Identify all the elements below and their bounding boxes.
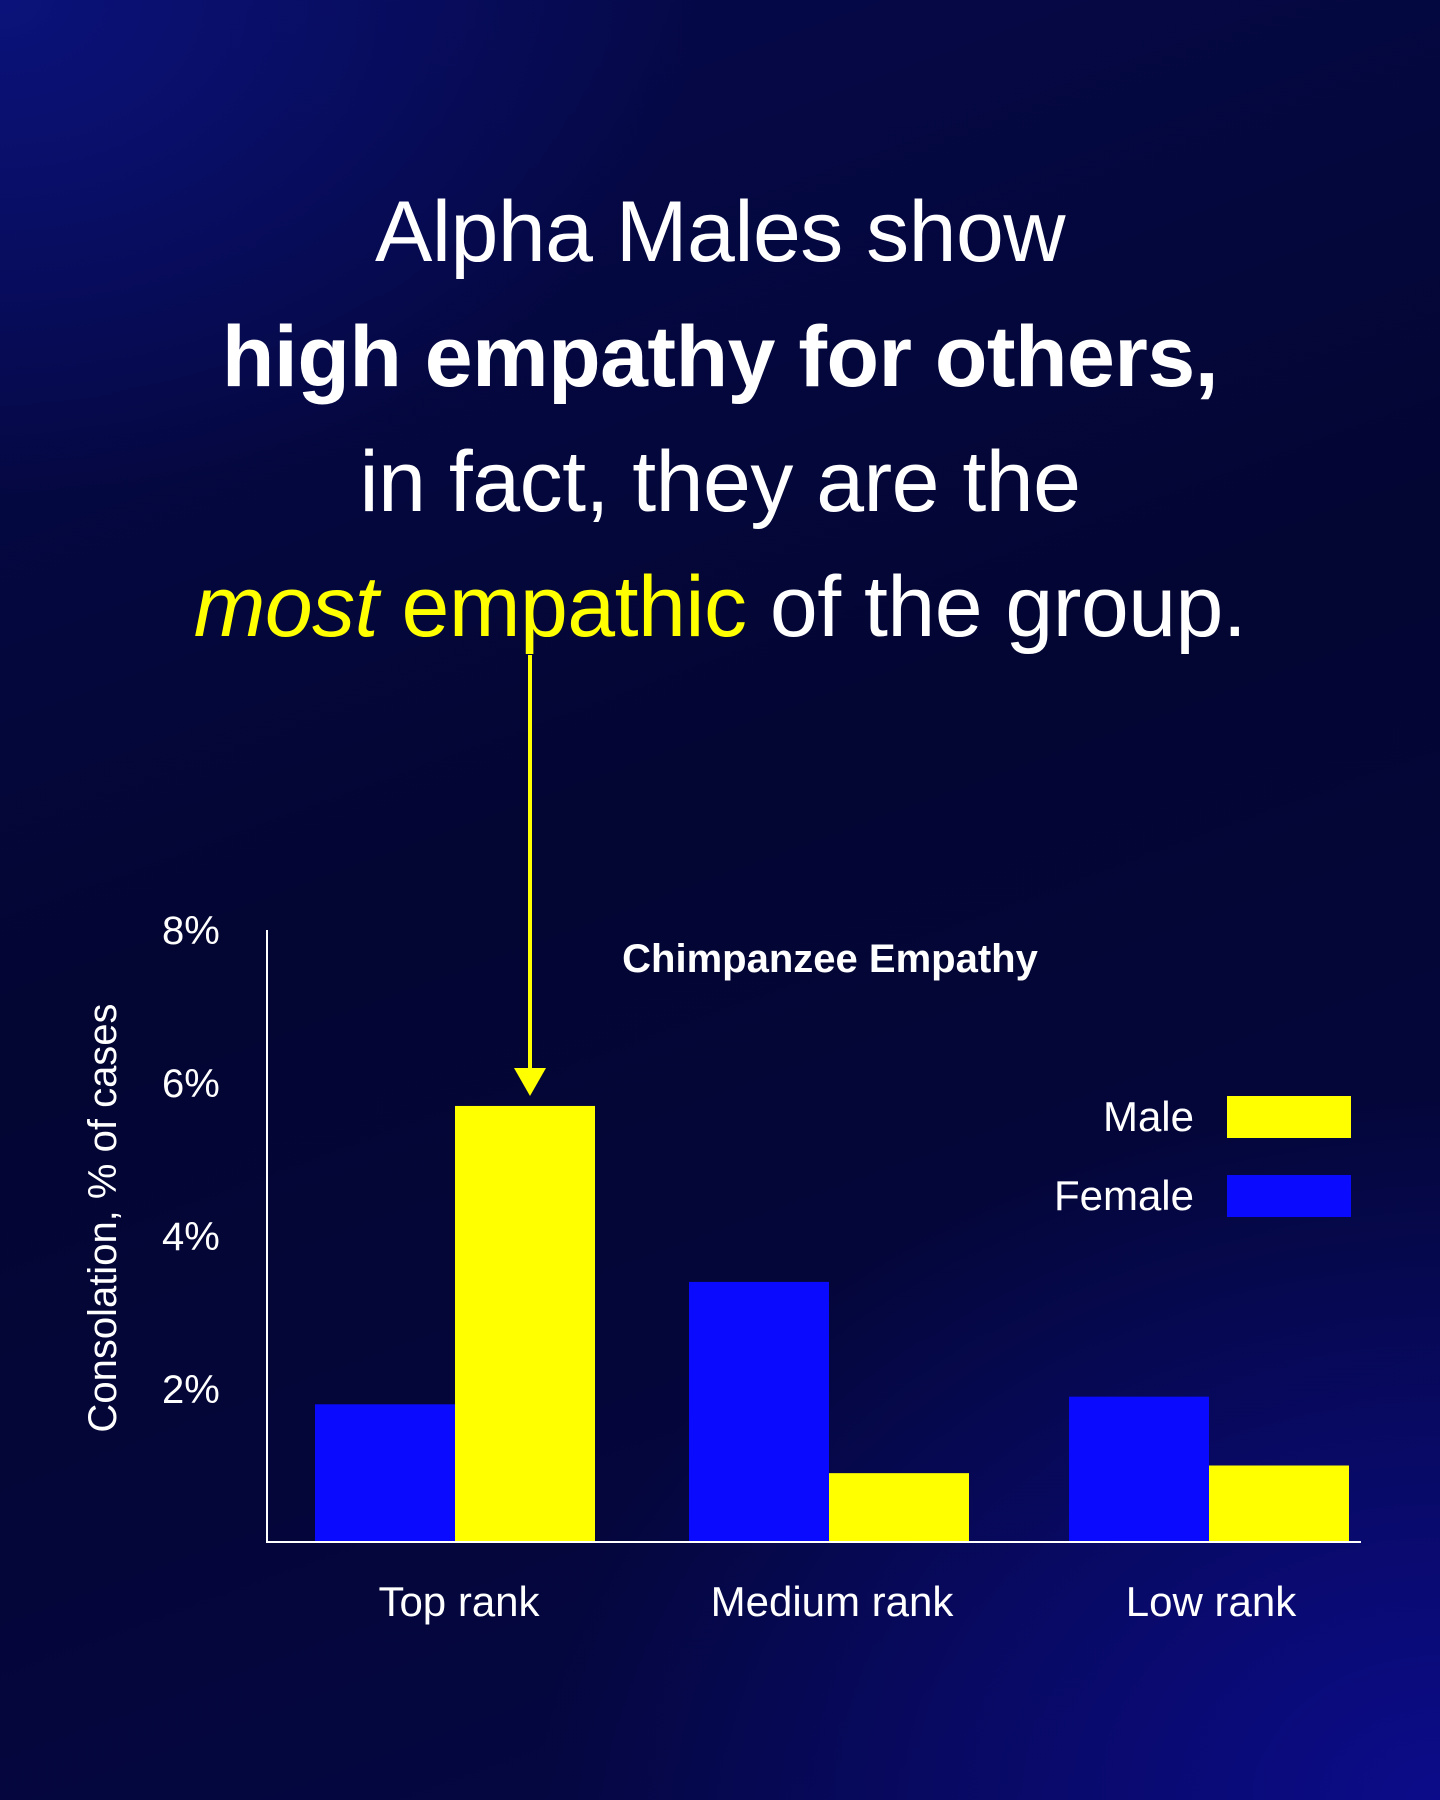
x-tick-labels: Top rank Medium rank Low rank bbox=[378, 1578, 1297, 1625]
legend-swatch-female bbox=[1227, 1175, 1351, 1217]
headline: Alpha Males show high empathy for others… bbox=[0, 170, 1440, 670]
annotation-arrow-head bbox=[514, 1068, 546, 1096]
legend-swatch-male bbox=[1227, 1096, 1351, 1138]
bar-male-top-rank bbox=[455, 1105, 595, 1542]
headline-accent: most empathic bbox=[194, 559, 747, 655]
headline-line-1: Alpha Males show bbox=[375, 184, 1065, 280]
x-tick-label: Top rank bbox=[378, 1578, 540, 1625]
chart-title: Chimpanzee Empathy bbox=[622, 937, 1038, 981]
headline-line-3: in fact, they are the bbox=[359, 434, 1081, 530]
headline-line-4: most empathic of the group. bbox=[0, 545, 1440, 670]
bar-female-low-rank bbox=[1069, 1396, 1209, 1542]
y-tick-label: 6% bbox=[162, 1062, 220, 1106]
y-tick-label: 4% bbox=[162, 1215, 220, 1259]
x-tick-label: Medium rank bbox=[711, 1578, 955, 1625]
y-tick-label: 8% bbox=[162, 909, 220, 953]
x-tick-label: Low rank bbox=[1126, 1578, 1297, 1625]
legend: Male Female bbox=[1054, 1093, 1351, 1219]
bars-group bbox=[315, 1105, 1349, 1542]
headline-accent-word: empathic bbox=[401, 559, 747, 655]
legend-label-female: Female bbox=[1054, 1172, 1194, 1219]
headline-rest: of the group. bbox=[769, 559, 1247, 655]
headline-emphasis-word: most bbox=[193, 559, 379, 655]
headline-line-2: high empathy for others, bbox=[221, 309, 1219, 405]
legend-label-male: Male bbox=[1103, 1093, 1194, 1140]
y-axis-label: Consolation, % of cases bbox=[81, 1003, 125, 1432]
annotation-arrow bbox=[514, 655, 546, 1096]
y-tick-label: 2% bbox=[162, 1368, 220, 1412]
bar-female-medium-rank bbox=[689, 1281, 829, 1542]
bar-male-low-rank bbox=[1209, 1465, 1349, 1542]
bar-male-medium-rank bbox=[829, 1473, 969, 1542]
bar-female-top-rank bbox=[315, 1404, 455, 1542]
y-tick-labels: 2% 4% 6% 8% bbox=[162, 909, 220, 1412]
